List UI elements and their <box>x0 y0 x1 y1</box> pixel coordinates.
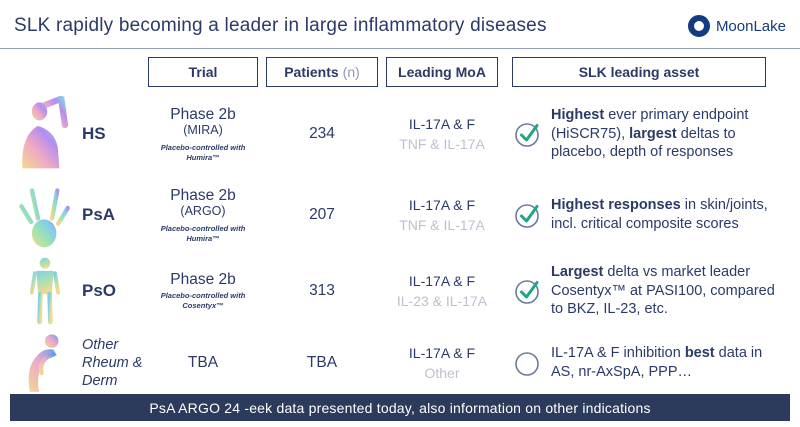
trial-phase: TBA <box>187 354 219 372</box>
other-trial-cell: TBA <box>144 327 262 399</box>
indication-label: Other Rheum & Derm <box>82 336 143 390</box>
asset-description: IL-17A & F inhibition best data in AS, n… <box>551 345 763 380</box>
asset-header-label: SLK leading asset <box>578 64 700 80</box>
other-moa-cell: IL-17A & F Other <box>382 327 502 399</box>
column-header-patients: Patients (n) <box>262 55 382 93</box>
trial-note: Placebo-controlled with Humira™ <box>160 142 246 162</box>
check-circle-icon <box>515 123 539 147</box>
moa-secondary: Other <box>424 365 460 381</box>
psa-moa-cell: IL-17A & F TNF & IL-17A <box>382 175 502 255</box>
trial-name: (ARGO) <box>180 203 226 218</box>
pso-moa-cell: IL-17A & F IL-23 & IL-17A <box>382 255 502 327</box>
asset-description: Highest ever primary endpoint (HiSCR75),… <box>551 107 749 161</box>
hs-moa-cell: IL-17A & F TNF & IL-17A <box>382 93 502 175</box>
moa-primary: IL-17A & F <box>408 196 476 213</box>
moa-primary: IL-17A & F <box>408 115 476 132</box>
empty-circle-icon <box>515 352 539 376</box>
asset-description: Highest responses in skin/joints, incl. … <box>551 197 768 232</box>
other-patients-cell: TBA <box>262 327 382 399</box>
pso-row-icon-cell <box>8 255 82 327</box>
column-header-moa: Leading MoA <box>382 55 502 93</box>
moa-secondary: TNF & IL-17A <box>399 217 485 233</box>
hs-row-icon-cell <box>8 93 82 175</box>
patients-count: 313 <box>309 282 335 299</box>
standing-body-icon <box>29 257 61 325</box>
patients-header-suffix: (n) <box>342 64 360 80</box>
back-pain-figure-icon <box>28 334 59 392</box>
moonlake-ring-icon <box>687 15 710 37</box>
moa-secondary: TNF & IL-17A <box>399 136 485 152</box>
column-header-trial: Trial <box>144 55 262 93</box>
other-indication-cell: Other Rheum & Derm <box>82 327 144 399</box>
hs-patients-cell: 234 <box>262 93 382 175</box>
indication-label: PsA <box>82 205 116 224</box>
skeletal-hand-icon <box>19 181 70 248</box>
psa-indication-cell: PsA <box>82 175 144 255</box>
patients-count: 234 <box>309 125 335 142</box>
hs-trial-cell: Phase 2b (MIRA) Placebo-controlled with … <box>144 93 262 175</box>
trial-phase: Phase 2b <box>170 186 236 204</box>
pso-indication-cell: PsO <box>82 255 144 327</box>
trial-phase: Phase 2b <box>170 105 236 123</box>
psa-asset-cell: Highest responses in skin/joints, incl. … <box>502 175 788 255</box>
page-title: SLK rapidly becoming a leader in large i… <box>14 15 547 36</box>
moa-primary: IL-17A & F <box>408 344 476 361</box>
footer-banner-text: PsA ARGO 24 -eek data presented today, a… <box>149 399 651 416</box>
trial-name: (MIRA) <box>183 122 223 137</box>
title-divider <box>0 48 800 49</box>
column-header-asset: SLK leading asset <box>502 55 788 93</box>
check-circle-icon <box>515 204 539 228</box>
moonlake-logo-text: MoonLake <box>715 17 786 35</box>
moonlake-logo: MoonLake <box>687 15 786 37</box>
check-circle-icon <box>515 280 539 304</box>
hs-indication-cell: HS <box>82 93 144 175</box>
moa-secondary: IL-23 & IL-17A <box>396 293 488 309</box>
asset-description: Largest delta vs market leader Cosentyx™… <box>551 264 775 318</box>
header-spacer <box>8 55 82 93</box>
indication-table: Trial Patients (n) Leading MoA SLK leadi… <box>8 55 788 399</box>
patients-count: 207 <box>309 206 335 223</box>
psa-row-icon-cell <box>8 175 82 255</box>
psa-trial-cell: Phase 2b (ARGO) Placebo-controlled with … <box>144 175 262 255</box>
pso-asset-cell: Largest delta vs market leader Cosentyx™… <box>502 255 788 327</box>
header-spacer <box>82 55 144 93</box>
trial-header-label: Trial <box>188 64 218 80</box>
trial-note: Placebo-controlled with Humira™ <box>160 223 246 243</box>
patients-header-label: Patients <box>284 64 339 80</box>
trial-phase: Phase 2b <box>170 271 236 289</box>
hs-asset-cell: Highest ever primary endpoint (HiSCR75),… <box>502 93 788 175</box>
psa-patients-cell: 207 <box>262 175 382 255</box>
moa-primary: IL-17A & F <box>408 272 476 289</box>
other-row-icon-cell <box>8 327 82 399</box>
top-bar: SLK rapidly becoming a leader in large i… <box>0 0 800 48</box>
pso-patients-cell: 313 <box>262 255 382 327</box>
indication-label: PsO <box>82 281 117 300</box>
raised-arm-figure-icon <box>22 96 69 169</box>
patients-count: TBA <box>306 354 338 371</box>
trial-note: Placebo-controlled with Cosentyx™ <box>160 291 246 311</box>
moa-header-label: Leading MoA <box>398 64 486 80</box>
indication-label: HS <box>82 124 106 143</box>
footer-banner: PsA ARGO 24 -eek data presented today, a… <box>10 394 790 421</box>
pso-trial-cell: Phase 2b Placebo-controlled with Cosenty… <box>144 255 262 327</box>
other-asset-cell: IL-17A & F inhibition best data in AS, n… <box>502 327 788 399</box>
